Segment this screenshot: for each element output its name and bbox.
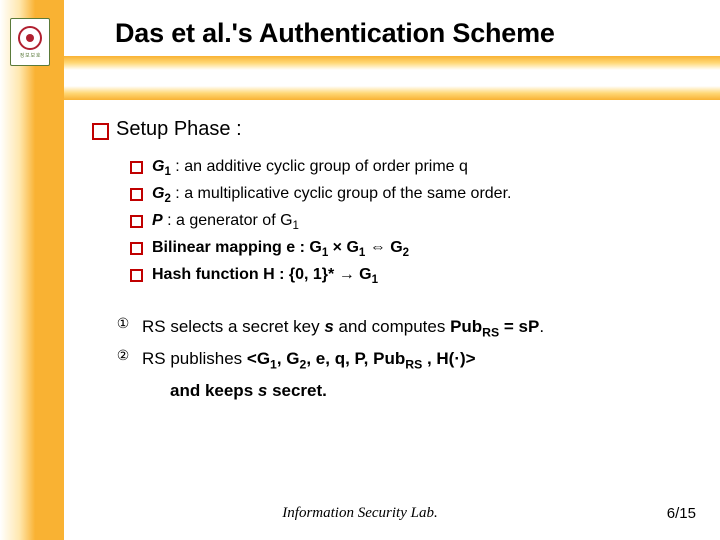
step-2-marker: ② [114, 346, 132, 364]
slide-content: Setup Phase : G1 : an additive cyclic gr… [92, 118, 682, 406]
slide-title: Das et al.'s Authentication Scheme [115, 18, 555, 49]
step-1-marker: ① [114, 314, 132, 332]
footer-lab-name: Information Security Lab. [0, 505, 720, 522]
footer-page-number: 6/15 [667, 505, 696, 522]
def-p: P : a generator of G1 [130, 209, 682, 236]
left-accent-stripe [0, 0, 64, 540]
def-hash: Hash function H : {0, 1}* → G1 [130, 263, 682, 290]
step-2: ② RS publishes <G1, G2, e, q, P, PubRS ,… [114, 344, 682, 406]
def-g2: G2 : a multiplicative cyclic group of th… [130, 182, 682, 209]
def-bilinear: Bilinear mapping e : G1 × G1 ⇔ G2 [130, 236, 682, 263]
definition-list: G1 : an additive cyclic group of order p… [130, 155, 682, 290]
logo-caption: 정 보 보 호 [20, 52, 40, 59]
step-list: ① RS selects a secret key s and computes… [114, 312, 682, 405]
section-heading: Setup Phase : [92, 118, 682, 141]
logo-emblem [18, 26, 42, 50]
university-logo: 정 보 보 호 [10, 18, 50, 66]
step-1: ① RS selects a secret key s and computes… [114, 312, 682, 344]
def-g1: G1 : an additive cyclic group of order p… [130, 155, 682, 182]
title-underline-band [64, 56, 720, 100]
